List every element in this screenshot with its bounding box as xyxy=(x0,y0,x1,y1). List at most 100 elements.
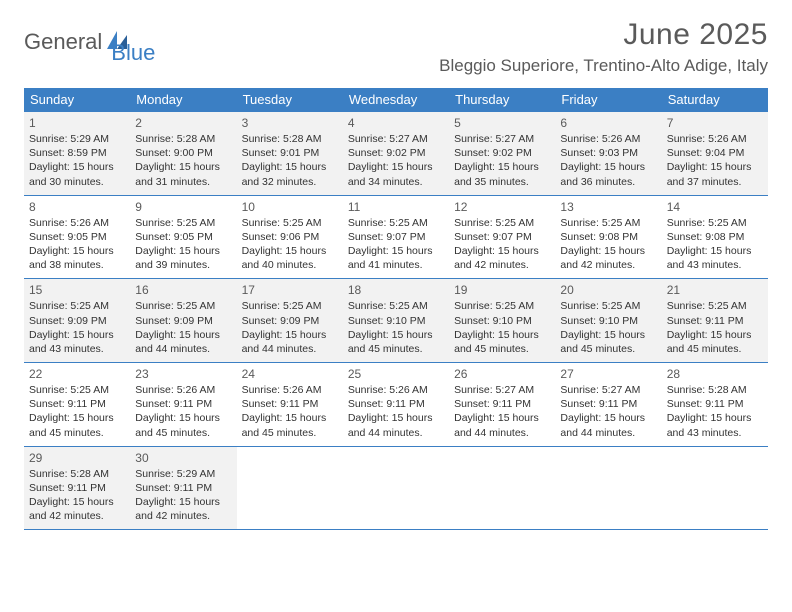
sunrise-line: Sunrise: 5:25 AM xyxy=(348,299,444,313)
day-cell xyxy=(555,447,661,530)
day-number: 7 xyxy=(667,116,763,130)
daylight1-line: Daylight: 15 hours xyxy=(667,328,763,342)
sunset-line: Sunset: 9:11 PM xyxy=(242,397,338,411)
sunset-line: Sunset: 9:00 PM xyxy=(135,146,231,160)
daylight1-line: Daylight: 15 hours xyxy=(242,244,338,258)
logo-text-general: General xyxy=(24,29,102,55)
sunrise-line: Sunrise: 5:25 AM xyxy=(242,299,338,313)
sunset-line: Sunset: 9:10 PM xyxy=(560,314,656,328)
header: General Blue June 2025 Bleggio Superiore… xyxy=(0,0,792,80)
daylight2-line: and 30 minutes. xyxy=(29,175,125,189)
day-header-friday: Friday xyxy=(555,88,661,112)
day-number: 22 xyxy=(29,367,125,381)
sunset-line: Sunset: 9:07 PM xyxy=(348,230,444,244)
calendar: Sunday Monday Tuesday Wednesday Thursday… xyxy=(24,88,768,530)
sunrise-line: Sunrise: 5:25 AM xyxy=(454,216,550,230)
sunset-line: Sunset: 9:01 PM xyxy=(242,146,338,160)
day-header-monday: Monday xyxy=(130,88,236,112)
sunset-line: Sunset: 9:09 PM xyxy=(135,314,231,328)
daylight1-line: Daylight: 15 hours xyxy=(242,328,338,342)
daylight1-line: Daylight: 15 hours xyxy=(454,160,550,174)
daylight1-line: Daylight: 15 hours xyxy=(454,411,550,425)
sunrise-line: Sunrise: 5:25 AM xyxy=(135,299,231,313)
day-number: 15 xyxy=(29,283,125,297)
week-row: 8Sunrise: 5:26 AMSunset: 9:05 PMDaylight… xyxy=(24,196,768,280)
daylight1-line: Daylight: 15 hours xyxy=(454,328,550,342)
day-cell: 18Sunrise: 5:25 AMSunset: 9:10 PMDayligh… xyxy=(343,279,449,362)
day-header-sunday: Sunday xyxy=(24,88,130,112)
sunset-line: Sunset: 9:11 PM xyxy=(29,481,125,495)
day-cell: 30Sunrise: 5:29 AMSunset: 9:11 PMDayligh… xyxy=(130,447,236,530)
daylight1-line: Daylight: 15 hours xyxy=(242,411,338,425)
daylight2-line: and 44 minutes. xyxy=(242,342,338,356)
day-cell: 24 Sunrise: 5:26 AMSunset: 9:11 PMDayligh… xyxy=(237,363,343,446)
sunrise-line: Sunrise: 5:28 AM xyxy=(29,467,125,481)
day-cell: 19Sunrise: 5:25 AMSunset: 9:10 PMDayligh… xyxy=(449,279,555,362)
daylight1-line: Daylight: 15 hours xyxy=(667,411,763,425)
day-cell: 12Sunrise: 5:25 AMSunset: 9:07 PMDayligh… xyxy=(449,196,555,279)
sunset-line: Sunset: 9:04 PM xyxy=(667,146,763,160)
day-number: 18 xyxy=(348,283,444,297)
sunrise-line: Sunrise: 5:27 AM xyxy=(454,383,550,397)
day-cell: 5Sunrise: 5:27 AMSunset: 9:02 PMDaylight… xyxy=(449,112,555,195)
week-row: 1Sunrise: 5:29 AMSunset: 8:59 PMDaylight… xyxy=(24,112,768,196)
week-row: 22Sunrise: 5:25 AMSunset: 9:11 PMDayligh… xyxy=(24,363,768,447)
day-cell: 15Sunrise: 5:25 AMSunset: 9:09 PMDayligh… xyxy=(24,279,130,362)
day-number: 27 xyxy=(560,367,656,381)
day-number: 8 xyxy=(29,200,125,214)
daylight2-line: and 45 minutes. xyxy=(135,426,231,440)
daylight1-line: Daylight: 15 hours xyxy=(29,411,125,425)
daylight2-line: and 43 minutes. xyxy=(667,258,763,272)
day-number: 19 xyxy=(454,283,550,297)
daylight1-line: Daylight: 15 hours xyxy=(348,244,444,258)
month-title: June 2025 xyxy=(439,18,768,52)
daylight2-line: and 45 minutes. xyxy=(242,426,338,440)
sunrise-line: Sunrise: 5:29 AM xyxy=(29,132,125,146)
week-row: 15Sunrise: 5:25 AMSunset: 9:09 PMDayligh… xyxy=(24,279,768,363)
sunrise-line: Sunrise: 5:26 AM xyxy=(29,216,125,230)
sunrise-line: Sunrise: 5:25 AM xyxy=(667,299,763,313)
day-number: 25 xyxy=(348,367,444,381)
sunrise-line: Sunrise: 5:25 AM xyxy=(348,216,444,230)
daylight2-line: and 44 minutes. xyxy=(135,342,231,356)
daylight2-line: and 43 minutes. xyxy=(667,426,763,440)
day-cell: 10Sunrise: 5:25 AMSunset: 9:06 PMDayligh… xyxy=(237,196,343,279)
sunrise-line: Sunrise: 5:27 AM xyxy=(560,383,656,397)
daylight2-line: and 45 minutes. xyxy=(667,342,763,356)
daylight2-line: and 45 minutes. xyxy=(560,342,656,356)
daylight2-line: and 35 minutes. xyxy=(454,175,550,189)
sunrise-line: Sunrise: 5:25 AM xyxy=(29,383,125,397)
daylight1-line: Daylight: 15 hours xyxy=(667,160,763,174)
day-header-wednesday: Wednesday xyxy=(343,88,449,112)
day-cell: 2Sunrise: 5:28 AMSunset: 9:00 PMDaylight… xyxy=(130,112,236,195)
daylight2-line: and 34 minutes. xyxy=(348,175,444,189)
daylight1-line: Daylight: 15 hours xyxy=(135,160,231,174)
day-cell: 13Sunrise: 5:25 AMSunset: 9:08 PMDayligh… xyxy=(555,196,661,279)
day-cell: 7Sunrise: 5:26 AMSunset: 9:04 PMDaylight… xyxy=(662,112,768,195)
sunset-line: Sunset: 9:11 PM xyxy=(135,481,231,495)
daylight2-line: and 45 minutes. xyxy=(29,426,125,440)
sunrise-line: Sunrise: 5:26 AM xyxy=(242,383,338,397)
day-number: 26 xyxy=(454,367,550,381)
daylight1-line: Daylight: 15 hours xyxy=(560,244,656,258)
sunrise-line: Sunrise: 5:25 AM xyxy=(560,299,656,313)
day-cell: 14Sunrise: 5:25 AMSunset: 9:08 PMDayligh… xyxy=(662,196,768,279)
day-number: 24 xyxy=(242,367,338,381)
day-number: 3 xyxy=(242,116,338,130)
daylight2-line: and 31 minutes. xyxy=(135,175,231,189)
day-cell: 21Sunrise: 5:25 AMSunset: 9:11 PMDayligh… xyxy=(662,279,768,362)
day-cell: 11Sunrise: 5:25 AMSunset: 9:07 PMDayligh… xyxy=(343,196,449,279)
sunrise-line: Sunrise: 5:27 AM xyxy=(348,132,444,146)
sunrise-line: Sunrise: 5:28 AM xyxy=(667,383,763,397)
sunset-line: Sunset: 9:11 PM xyxy=(667,397,763,411)
daylight2-line: and 38 minutes. xyxy=(29,258,125,272)
daylight1-line: Daylight: 15 hours xyxy=(135,495,231,509)
day-number: 14 xyxy=(667,200,763,214)
sunset-line: Sunset: 9:11 PM xyxy=(348,397,444,411)
daylight2-line: and 43 minutes. xyxy=(29,342,125,356)
sunset-line: Sunset: 9:11 PM xyxy=(454,397,550,411)
day-header-tuesday: Tuesday xyxy=(237,88,343,112)
daylight1-line: Daylight: 15 hours xyxy=(135,328,231,342)
sunrise-line: Sunrise: 5:26 AM xyxy=(135,383,231,397)
daylight2-line: and 39 minutes. xyxy=(135,258,231,272)
